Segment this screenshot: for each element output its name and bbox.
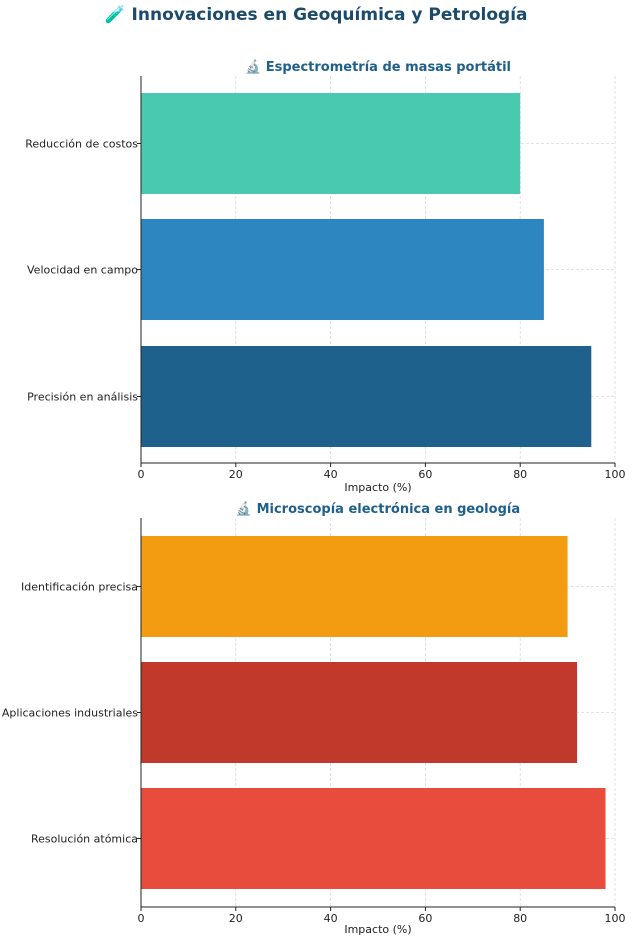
chart-2-category-label: Identificación precisa	[21, 581, 138, 594]
chart-2-tick-label: 20	[229, 912, 243, 925]
chart-2-categories: Identificación precisa Aplicaciones indus…	[2, 581, 141, 846]
chart-2-category-label: Aplicaciones industriales	[2, 707, 138, 720]
chart-1-tick-label: 40	[324, 468, 338, 481]
chart-1-tick-label: 0	[138, 468, 145, 481]
chart-2-title: 🔬 Microscopía electrónica en geología	[236, 500, 520, 517]
chart-panel-2: 🔬 Microscopía electrónica en geología 0 2…	[2, 500, 626, 936]
chart-1-bar	[141, 219, 544, 320]
chart-1-category-label: Reducción de costos	[25, 138, 138, 151]
chart-2-x-axis-label: Impacto (%)	[344, 923, 411, 936]
chart-1-x-axis-label: Impacto (%)	[344, 481, 411, 494]
chart-2-bars	[141, 536, 606, 889]
chart-2-tick-label: 80	[513, 912, 527, 925]
chart-1-bar	[141, 346, 592, 447]
chart-panel-1: 🔬 Espectrometría de masas portátil 0 20 40…	[25, 58, 625, 494]
chart-1-title: 🔬 Espectrometría de masas portátil	[245, 58, 511, 75]
chart-1-tick-label: 80	[513, 468, 527, 481]
chart-2-x-ticks: 0 20 40 60 80 100	[138, 907, 626, 925]
chart-1-bars	[141, 93, 592, 447]
chart-1-categories: Reducción de costos Velocidad en campo Pre…	[25, 138, 141, 404]
chart-2-category-label: Resolución atómica	[31, 833, 138, 846]
chart-1-tick-label: 60	[418, 468, 432, 481]
chart-2-tick-label: 60	[418, 912, 432, 925]
chart-1-tick-label: 100	[605, 468, 626, 481]
chart-2-tick-label: 0	[138, 912, 145, 925]
figure-title: 🧪 Innovaciones en Geoquímica y Petrologí…	[104, 5, 527, 25]
chart-1-category-label: Velocidad en campo	[27, 264, 138, 277]
chart-2-bar	[141, 788, 606, 889]
chart-2-tick-label: 100	[605, 912, 626, 925]
chart-2-bar	[141, 662, 578, 763]
chart-2-bar	[141, 536, 568, 637]
chart-2-tick-label: 40	[324, 912, 338, 925]
chart-1-bar	[141, 93, 521, 194]
chart-1-tick-label: 20	[229, 468, 243, 481]
chart-1-x-ticks: 0 20 40 60 80 100	[138, 463, 626, 481]
chart-1-category-label: Precisión en análisis	[27, 391, 138, 404]
